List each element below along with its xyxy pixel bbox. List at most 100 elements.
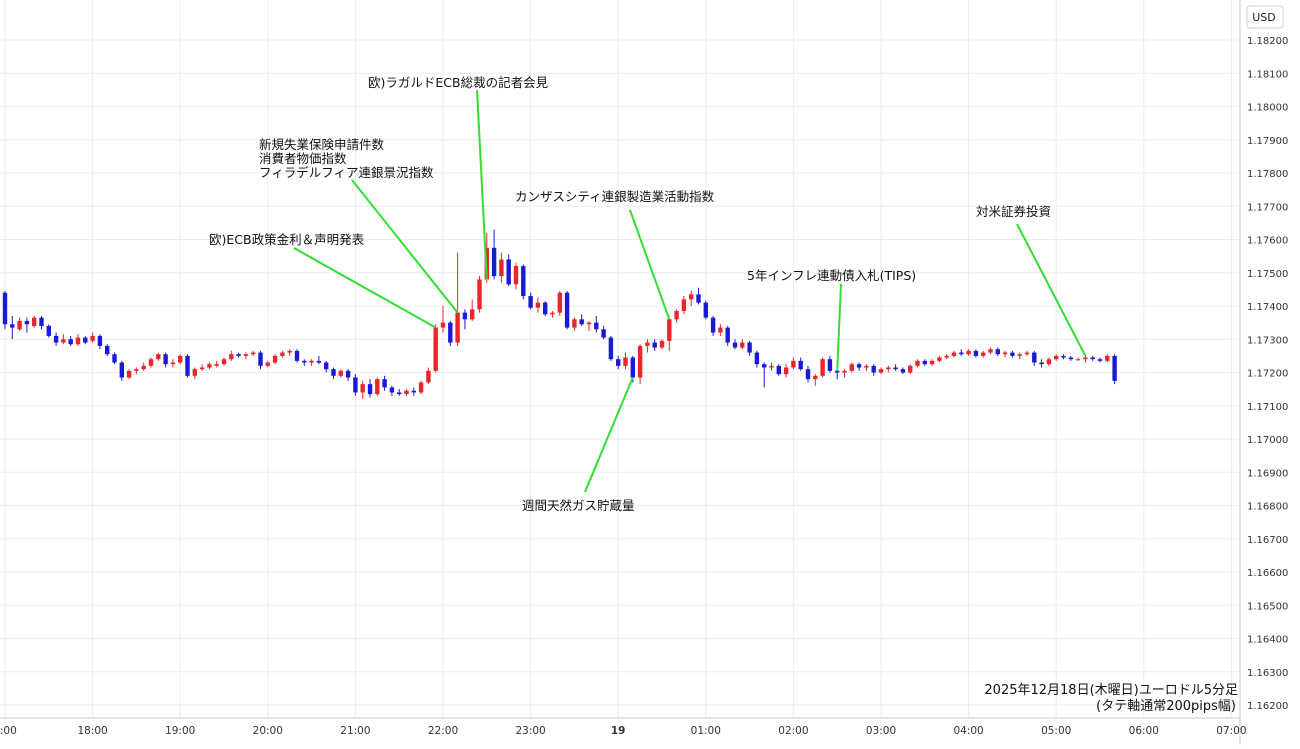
candle bbox=[813, 374, 818, 386]
candle-body bbox=[1002, 352, 1008, 355]
candle-body bbox=[389, 387, 395, 393]
x-tick-label: 23:00 bbox=[515, 725, 545, 737]
annotation-label: 週間天然ガス貯蔵量 bbox=[522, 498, 635, 513]
candle-body bbox=[1032, 352, 1037, 363]
y-tick-label: 1.16400 bbox=[1247, 635, 1288, 646]
candle-body bbox=[813, 375, 818, 380]
candle bbox=[878, 367, 884, 375]
candle bbox=[1112, 354, 1117, 385]
candle-body bbox=[199, 367, 205, 370]
candle-body bbox=[243, 354, 249, 356]
candle-body bbox=[835, 370, 840, 373]
candle-body bbox=[747, 342, 752, 353]
candle-body bbox=[1105, 355, 1110, 361]
candle-body bbox=[791, 360, 796, 368]
candle bbox=[981, 350, 986, 358]
candle-body bbox=[681, 299, 687, 311]
candle-body bbox=[112, 354, 117, 363]
candle bbox=[97, 334, 103, 350]
candle bbox=[747, 340, 752, 356]
candle bbox=[199, 364, 205, 371]
candle bbox=[433, 324, 438, 373]
candle-body bbox=[586, 322, 592, 325]
candle-body bbox=[944, 355, 949, 358]
y-tick-label: 1.17100 bbox=[1247, 402, 1288, 413]
candle-body bbox=[433, 327, 438, 371]
candle bbox=[236, 352, 241, 358]
candle-body bbox=[418, 382, 424, 393]
candle-body bbox=[535, 302, 541, 308]
candle-body bbox=[973, 350, 979, 356]
candle bbox=[192, 367, 197, 380]
candle-body bbox=[513, 266, 519, 285]
candle-body bbox=[937, 357, 942, 361]
grid-layer bbox=[0, 0, 1240, 718]
candle bbox=[740, 339, 745, 350]
candle-body bbox=[674, 310, 679, 320]
candle bbox=[287, 349, 292, 356]
candle-body bbox=[338, 370, 343, 376]
candle-body bbox=[440, 322, 446, 328]
candle-body bbox=[39, 317, 44, 326]
candle-body bbox=[170, 362, 176, 365]
candle-body bbox=[1097, 359, 1103, 361]
candle-body bbox=[564, 292, 570, 328]
event-annotation: 欧)ラガルドECB総裁の記者会見 bbox=[368, 75, 549, 280]
candle-body bbox=[667, 319, 672, 341]
candle bbox=[418, 380, 424, 395]
candle bbox=[915, 359, 920, 368]
candle-body bbox=[966, 350, 971, 355]
candle-body bbox=[1061, 355, 1066, 358]
candle bbox=[856, 362, 862, 371]
candle bbox=[1090, 355, 1095, 361]
candle-body bbox=[696, 294, 701, 303]
candle bbox=[75, 334, 81, 346]
candle-body bbox=[90, 335, 95, 341]
candle-body bbox=[995, 349, 1000, 355]
candle bbox=[53, 332, 59, 346]
candle bbox=[696, 287, 701, 305]
currency-label: USD bbox=[1252, 11, 1276, 24]
candle bbox=[302, 359, 307, 366]
candle bbox=[491, 229, 497, 280]
candle bbox=[309, 359, 314, 366]
annotation-label: フィラデルフィア連銀景況指数 bbox=[259, 165, 434, 180]
candle-body bbox=[616, 359, 621, 366]
candle bbox=[1002, 350, 1008, 358]
annotation-label: 欧)ラガルドECB総裁の記者会見 bbox=[368, 75, 549, 90]
candle bbox=[528, 292, 533, 310]
candle-body bbox=[397, 392, 402, 395]
candle bbox=[243, 352, 249, 360]
candle-body bbox=[265, 362, 270, 366]
candle-body bbox=[229, 354, 234, 360]
candle bbox=[280, 350, 285, 358]
candle bbox=[667, 317, 672, 351]
candle bbox=[1061, 354, 1066, 360]
candle-body bbox=[543, 302, 548, 315]
candle bbox=[820, 357, 825, 378]
candle-body bbox=[827, 359, 833, 371]
candle bbox=[39, 315, 44, 330]
candle bbox=[616, 355, 621, 370]
candle bbox=[338, 369, 343, 378]
candle bbox=[798, 357, 803, 371]
candle bbox=[455, 252, 460, 346]
candle bbox=[499, 252, 504, 283]
candle-body bbox=[119, 362, 124, 378]
annotation-leader-line bbox=[476, 89, 488, 280]
x-tick-label: 21:00 bbox=[340, 725, 370, 737]
candle-body bbox=[302, 360, 307, 363]
candle bbox=[214, 360, 219, 368]
candle bbox=[61, 334, 66, 345]
annotation-label: 新規失業保険申請件数 bbox=[259, 137, 385, 152]
candle bbox=[689, 291, 694, 306]
candle-body bbox=[988, 349, 993, 353]
candle bbox=[1032, 350, 1037, 366]
y-tick-label: 1.17000 bbox=[1247, 435, 1288, 446]
candle bbox=[221, 357, 227, 366]
candle bbox=[543, 301, 548, 316]
candle bbox=[513, 262, 519, 290]
candle bbox=[83, 335, 88, 345]
candle bbox=[397, 389, 402, 396]
